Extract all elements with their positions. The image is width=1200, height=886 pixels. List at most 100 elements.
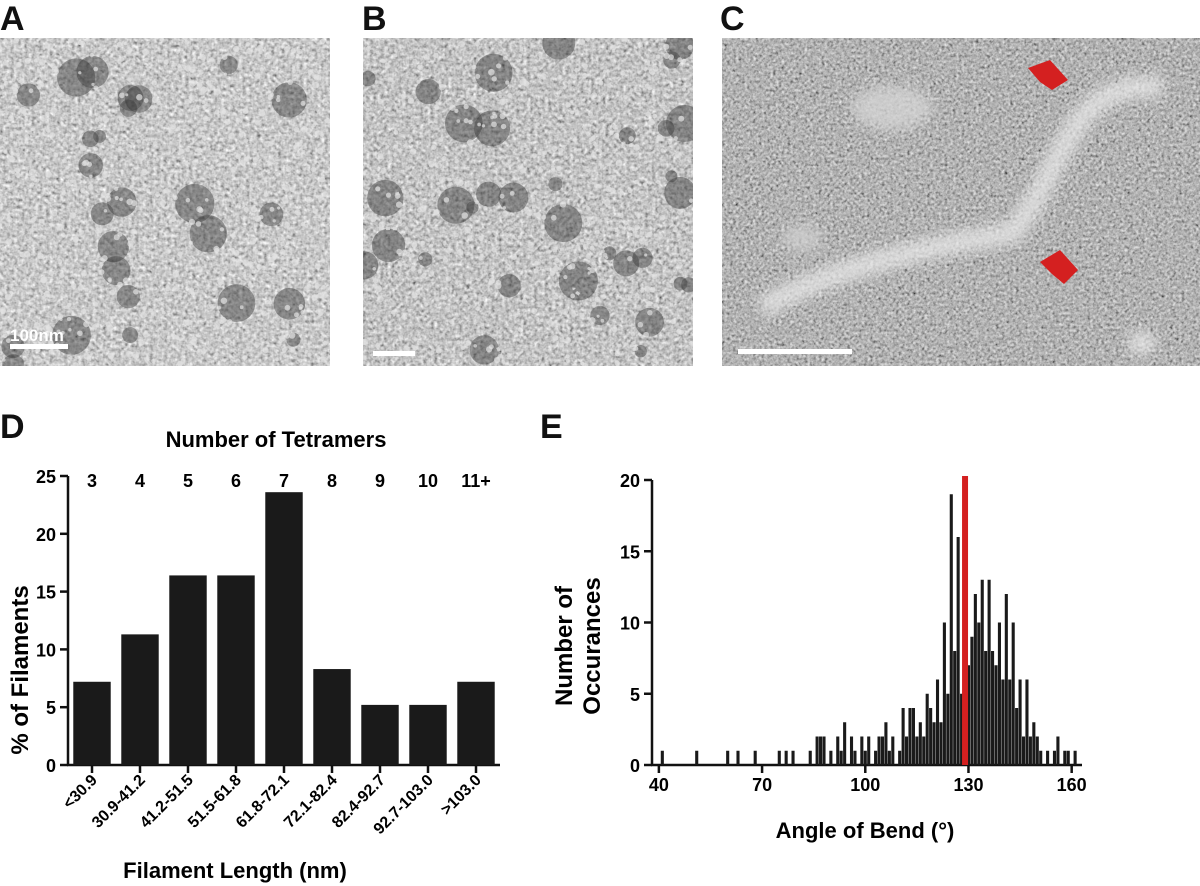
histogram-bar <box>911 708 915 765</box>
histogram-bar <box>991 651 995 765</box>
histogram-bar <box>925 693 929 765</box>
y-tick-label: 20 <box>36 525 56 545</box>
histogram-bar <box>973 594 977 765</box>
histogram-bar <box>970 636 974 765</box>
histogram-bar <box>1018 679 1022 765</box>
y-tick-label: 0 <box>630 756 640 776</box>
histogram-bar <box>836 736 840 765</box>
histogram-bar <box>987 579 991 765</box>
histogram-bar <box>918 722 922 765</box>
scale-bar-b <box>373 351 415 356</box>
histogram-bar <box>908 708 912 765</box>
x-tick-label: 70 <box>752 775 772 795</box>
x-tick-label: 160 <box>1057 775 1087 795</box>
histogram-bar <box>984 651 988 765</box>
bar <box>457 681 495 765</box>
bar <box>73 681 111 765</box>
histogram-bar <box>905 736 909 765</box>
x-tick-label: 40 <box>649 775 669 795</box>
histogram-bar <box>784 750 788 765</box>
x-tick-label: 130 <box>953 775 983 795</box>
histogram-bar <box>791 750 795 765</box>
y-tick-label: 5 <box>630 685 640 705</box>
histogram-bar <box>1066 750 1070 765</box>
panel-letter-b: B <box>362 0 387 38</box>
bar <box>217 575 255 765</box>
histogram-bar <box>1011 622 1015 765</box>
y-tick-label: 15 <box>36 583 56 603</box>
histogram-bar <box>736 750 740 765</box>
histogram-bar <box>867 736 871 765</box>
histogram-bar <box>1028 736 1032 765</box>
histogram-bar <box>1063 750 1067 765</box>
top-tick-label: 10 <box>418 471 438 491</box>
histogram-bar <box>1046 750 1050 765</box>
y-tick-label: 10 <box>36 640 56 660</box>
histogram-bar <box>960 693 964 765</box>
panel-letter-c: C <box>720 0 745 38</box>
histogram-bar <box>839 750 843 765</box>
bar <box>409 704 447 765</box>
x-axis-label: Filament Length (nm) <box>123 858 347 883</box>
histogram-bar <box>1039 750 1043 765</box>
top-tick-label: 11+ <box>461 471 491 491</box>
y-axis-label-line2: Occurances <box>579 577 606 714</box>
histogram-bar <box>977 622 981 765</box>
x-tick-label: 100 <box>850 775 880 795</box>
histogram-bar <box>829 750 833 765</box>
bar <box>169 575 207 765</box>
top-tick-label: 4 <box>135 471 145 491</box>
panel-letter-e: E <box>540 408 563 446</box>
histogram-bar <box>877 736 881 765</box>
y-tick-label: 20 <box>620 471 640 491</box>
histogram-bar <box>1008 679 1012 765</box>
arrow-top <box>1028 60 1068 90</box>
y-tick-label: 5 <box>46 698 56 718</box>
histogram-bar <box>753 750 757 765</box>
bar <box>121 634 159 765</box>
histogram-bar <box>1052 750 1057 765</box>
top-tick-label: 6 <box>231 471 241 491</box>
histogram-bar <box>1015 708 1019 765</box>
micrograph-b <box>363 38 693 366</box>
histogram-bar <box>949 494 953 765</box>
histogram-bar <box>887 750 891 765</box>
histogram-bar <box>815 736 819 765</box>
histogram-bar <box>1021 736 1026 765</box>
histogram-bar <box>922 736 926 765</box>
histogram-bar <box>946 693 950 765</box>
y-tick-label: 25 <box>36 467 56 487</box>
histogram-bar <box>980 579 984 765</box>
histogram-bar <box>898 750 902 765</box>
histogram-bar <box>891 736 895 765</box>
bar <box>265 492 303 765</box>
histogram-bar <box>880 736 885 765</box>
arrow-bottom <box>1040 250 1078 284</box>
scale-bar-label: 100nm <box>10 326 64 345</box>
histogram-bar <box>849 736 854 765</box>
scale-bar-a <box>10 344 68 349</box>
panel-letter-a: A <box>0 0 25 38</box>
y-tick-label: 0 <box>46 756 56 776</box>
top-tick-label: 8 <box>327 471 337 491</box>
histogram-bar <box>915 736 919 765</box>
histogram-bar <box>777 750 781 765</box>
histogram-bar <box>939 722 943 765</box>
histogram-bar <box>843 722 847 765</box>
bar <box>313 669 351 765</box>
top-tick-label: 5 <box>183 471 193 491</box>
x-tick-label: <30.9 <box>60 772 101 813</box>
top-tick-label: 3 <box>87 471 97 491</box>
histogram-bar <box>932 722 936 765</box>
y-axis-label-line1: Number of <box>551 585 578 706</box>
histogram-bar <box>1025 679 1029 765</box>
histogram-bar <box>860 736 864 765</box>
chart-e: Number of Occurances Angle of Bend (°) 0… <box>551 471 1087 843</box>
histogram-bar <box>1004 594 1008 765</box>
micrograph-a: 100nm <box>0 38 330 366</box>
x-axis-label-e: Angle of Bend (°) <box>776 818 955 843</box>
histogram-bar <box>695 750 699 765</box>
histogram-bar <box>997 622 1001 765</box>
top-tick-label: 7 <box>279 471 289 491</box>
histogram-bar <box>966 665 971 765</box>
